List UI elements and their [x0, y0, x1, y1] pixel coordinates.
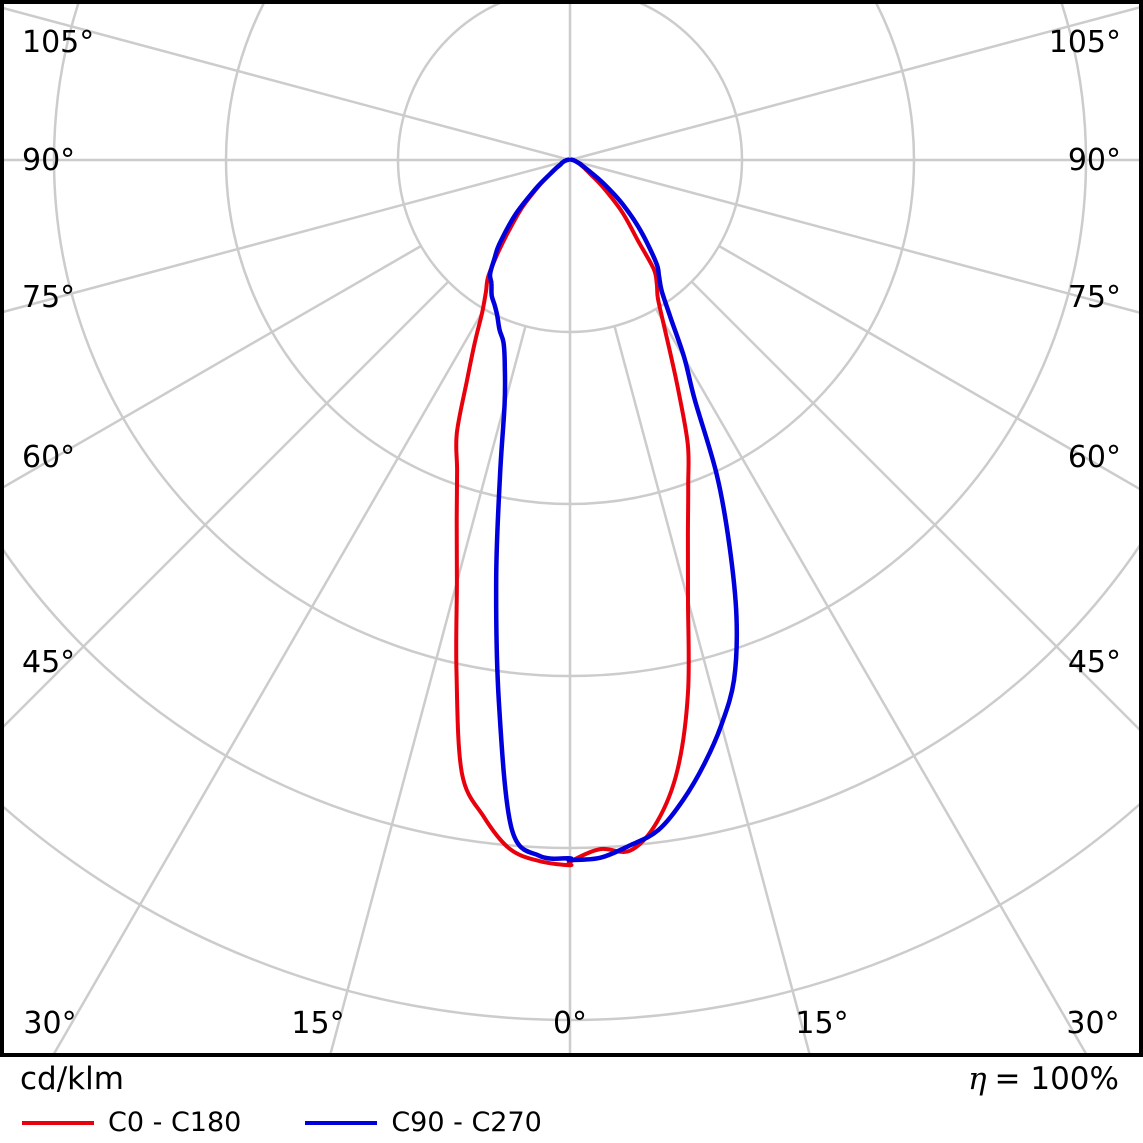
- angle-tick-label: 105°: [1049, 25, 1121, 60]
- c0-c180-line-swatch: [22, 1120, 94, 1125]
- angle-tick-label: 45°: [22, 645, 75, 680]
- grid-angle-line: [4, 244, 422, 489]
- legend-label-c90-c270: C90 - C270: [391, 1107, 542, 1138]
- angle-tick-label: 60°: [1068, 440, 1121, 475]
- grid-angle-line: [690, 280, 1139, 731]
- legend-area: cd/klm η = 100% C0 - C180 C90 - C270: [0, 1057, 1143, 1143]
- grid-angle-line: [613, 325, 811, 1053]
- angle-tick-label: 45°: [1068, 645, 1121, 680]
- angle-tick-label: 90°: [1068, 143, 1121, 178]
- angle-tick-label: 90°: [22, 143, 75, 178]
- efficiency-value: = 100%: [994, 1061, 1119, 1097]
- grid-angle-line: [329, 325, 527, 1053]
- grid-angle-line: [4, 7, 571, 162]
- angle-tick-label: 75°: [22, 280, 75, 315]
- angle-labels: 105° 90° 75° 60° 45° 105° 90° 75° 60° 45° 30° 15° 0°…: [22, 25, 1121, 1041]
- plot-background: [0, 0, 1143, 1057]
- curve-c90-c270: [487, 157, 740, 863]
- legend-item-c90-c270: C90 - C270: [305, 1107, 542, 1138]
- radial-unit-label: cd/klm: [20, 1061, 124, 1097]
- angle-tick-label: 30°: [1066, 1006, 1119, 1041]
- grid-angle-line: [4, 158, 571, 313]
- polar-plot-area: 105° 90° 75° 60° 45° 105° 90° 75° 60° 45° 30° 15° 0°…: [0, 0, 1143, 1057]
- angle-tick-label: 0°: [553, 1006, 587, 1041]
- grid-angle-line: [718, 244, 1139, 490]
- angle-tick-label: 105°: [22, 25, 94, 60]
- angle-tick-label: 30°: [23, 1006, 76, 1041]
- legend-items: C0 - C180 C90 - C270: [22, 1107, 542, 1138]
- legend-label-c0-c180: C0 - C180: [108, 1107, 242, 1138]
- angle-tick-label: 60°: [22, 440, 75, 475]
- grid-angle-line: [4, 280, 450, 728]
- polar-intensity-chart: 105° 90° 75° 60° 45° 105° 90° 75° 60° 45° 30° 15° 0°…: [0, 0, 1143, 1057]
- polar-grid: [4, 4, 1139, 1053]
- angle-tick-label: 15°: [795, 1006, 848, 1041]
- grid-angle-line: [654, 308, 1088, 1053]
- plot-frame: [0, 0, 1143, 1057]
- grid-angle-line: [569, 6, 1139, 162]
- grid-angle-line: [569, 158, 1139, 314]
- grid-angle-line: [52, 308, 486, 1053]
- eta-symbol: η: [967, 1061, 987, 1097]
- angle-tick-label: 75°: [1068, 280, 1121, 315]
- angle-tick-label: 15°: [291, 1006, 344, 1041]
- efficiency-label: η = 100%: [968, 1061, 1119, 1097]
- c90-c270-line-swatch: [305, 1120, 378, 1125]
- legend-item-c0-c180: C0 - C180: [22, 1107, 241, 1138]
